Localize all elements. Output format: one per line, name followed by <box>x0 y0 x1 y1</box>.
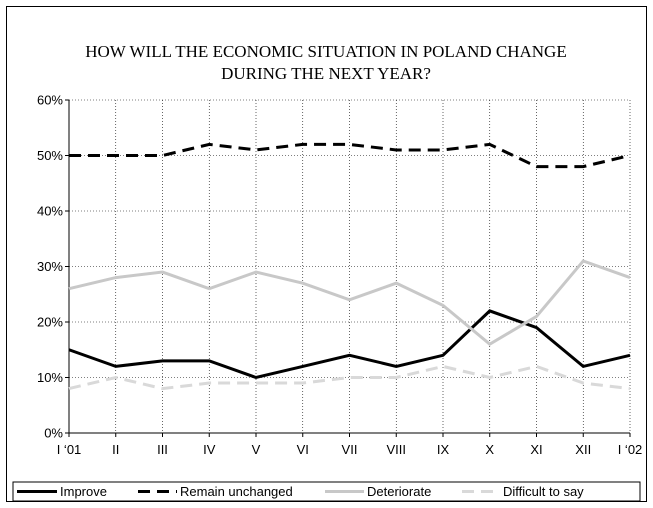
legend-label-2: Deteriorate <box>367 484 431 499</box>
series-line-3 <box>68 364 631 391</box>
y-tick-label: 40% <box>37 204 63 219</box>
y-tick-label: 60% <box>37 93 63 108</box>
chart-frame <box>6 6 647 502</box>
x-tick-label: VIII <box>386 442 406 457</box>
x-tick-label: V <box>252 442 261 457</box>
chart-title-line-2: DURING THE NEXT YEAR? <box>221 64 431 83</box>
y-tick-label: 30% <box>37 259 63 274</box>
y-tick-label: 10% <box>37 370 63 385</box>
legend-label-1: Remain unchanged <box>180 484 293 499</box>
series-line-1 <box>69 142 631 169</box>
y-tick-label: 20% <box>37 315 63 330</box>
x-tick-label: I ‘02 <box>618 442 643 457</box>
series-line-0 <box>68 309 631 380</box>
x-tick-label: VI <box>297 442 309 457</box>
legend-label-0: Improve <box>60 484 107 499</box>
legend-label-3: Difficult to say <box>503 484 584 499</box>
x-tick-label: III <box>157 442 168 457</box>
x-tick-label: XI <box>530 442 542 457</box>
series-lines <box>68 142 631 391</box>
x-tick-label: VII <box>342 442 358 457</box>
grid <box>69 99 631 433</box>
y-tick-label: 50% <box>37 148 63 163</box>
series-line-2 <box>68 259 631 347</box>
x-tick-label: II <box>112 442 119 457</box>
chart-title-line-1: HOW WILL THE ECONOMIC SITUATION IN POLAN… <box>85 42 566 61</box>
x-tick-label: X <box>485 442 494 457</box>
chart-title: HOW WILL THE ECONOMIC SITUATION IN POLAN… <box>85 42 566 83</box>
x-tick-label: I ‘01 <box>57 442 82 457</box>
y-tick-label: 0% <box>44 426 63 441</box>
x-tick-label: IX <box>437 442 450 457</box>
tick-labels: 0%10%20%30%40%50%60%I ‘01 II III IV V VI VII VI… <box>37 93 642 458</box>
legend: Improve Remain unchanged Deteriorate Diffic… <box>12 481 641 502</box>
x-tick-label: IV <box>203 442 216 457</box>
x-tick-label: XII <box>575 442 591 457</box>
